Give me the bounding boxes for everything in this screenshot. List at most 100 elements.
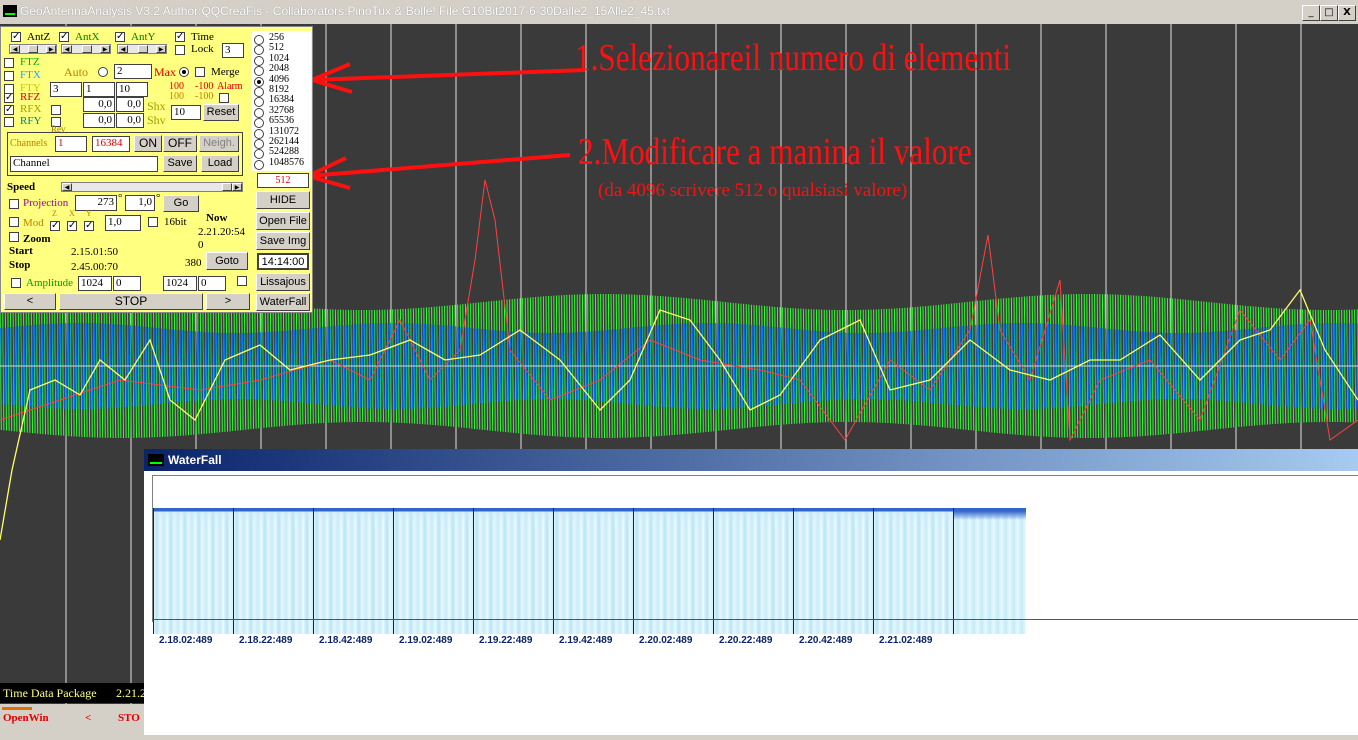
merge-checkbox[interactable] — [195, 67, 205, 77]
antz-checkbox[interactable]: ✓ — [11, 31, 21, 42]
rfz-label: RFZ — [20, 91, 41, 103]
lock-checkbox[interactable] — [175, 45, 185, 55]
rev-x-checkbox[interactable] — [51, 105, 61, 115]
save-channel-button[interactable]: Save — [163, 155, 197, 172]
16bit-checkbox[interactable] — [148, 217, 158, 227]
minimize-button[interactable]: _ — [1302, 5, 1320, 21]
amplitude-extra-checkbox[interactable] — [237, 276, 247, 286]
scale-input-3[interactable]: 10 — [116, 82, 148, 97]
zoom-checkbox[interactable] — [9, 232, 19, 242]
samples-radio-1024[interactable] — [254, 55, 264, 66]
mod-checkbox[interactable] — [9, 217, 19, 227]
shx-input-a[interactable]: 0,0 — [83, 97, 115, 112]
waterfall-time-label: 2.18.02:489 — [159, 635, 213, 646]
antx-scrollbar[interactable]: ◀ ▶ — [61, 44, 111, 54]
samples-radio-32768[interactable] — [254, 107, 264, 118]
stop-button[interactable]: STOP — [59, 293, 203, 310]
samples-option-1048576: 1048576 — [269, 156, 304, 168]
open-file-button[interactable]: Open File — [256, 212, 310, 230]
samples-radio-256[interactable] — [254, 35, 264, 45]
reset-button[interactable]: Reset — [203, 104, 239, 121]
channel-name-input[interactable]: Channel — [10, 156, 158, 172]
neigh-button[interactable]: Neigh. — [199, 135, 239, 152]
lock-input[interactable]: 3 — [222, 43, 244, 58]
bottom-stop[interactable]: STO — [118, 712, 140, 724]
openwin-label[interactable]: OpenWin — [3, 712, 49, 724]
bottom-prev[interactable]: < — [85, 712, 92, 724]
channels-off-button[interactable]: OFF — [163, 135, 197, 152]
antx-label: AntX — [75, 31, 100, 43]
annotation-step2-note: (da 4096 scrivere 512 o qualsiasi valore… — [598, 180, 908, 201]
ftx-label: FTX — [20, 69, 41, 81]
samples-radio-16384[interactable] — [254, 97, 264, 108]
lissajous-button[interactable]: Lissajous — [256, 273, 310, 291]
rfy-checkbox[interactable] — [4, 117, 14, 127]
samples-option-65536: 65536 — [269, 115, 294, 127]
mod-z-checkbox[interactable]: ✓ — [50, 220, 60, 231]
rfz-checkbox[interactable]: ✓ — [4, 92, 14, 103]
amplitude-checkbox[interactable] — [11, 278, 21, 288]
next-button[interactable]: > — [206, 293, 250, 310]
samples-radio-4096[interactable] — [254, 76, 264, 87]
projection-val-input[interactable]: 1,0 — [125, 195, 155, 211]
amplitude-input-d[interactable]: 0 — [198, 276, 226, 291]
projection-checkbox[interactable] — [9, 199, 19, 209]
waterfall-window[interactable]: WaterFall 2.18.02:489 2.18.22:489 2.18.42:… — [144, 449, 1358, 740]
samples-radio-1048576[interactable] — [254, 159, 264, 170]
anty-scrollbar[interactable]: ◀ ▶ — [117, 44, 167, 54]
goto-button[interactable]: Goto — [206, 252, 248, 270]
anty-checkbox[interactable]: ✓ — [115, 31, 125, 42]
time-checkbox[interactable]: ✓ — [175, 31, 185, 42]
samples-radio-131072[interactable] — [254, 128, 264, 139]
channels-on-button[interactable]: ON — [134, 135, 162, 152]
ftx-checkbox[interactable] — [4, 71, 14, 81]
samples-radio-262144[interactable] — [254, 139, 264, 149]
antz-scrollbar[interactable]: ◀ ▶ — [9, 44, 57, 54]
waterfall-button[interactable]: WaterFall — [256, 293, 310, 311]
samples-custom-input[interactable]: 512 — [257, 173, 309, 188]
amplitude-input-c[interactable]: 1024 — [163, 276, 197, 291]
mod-y-checkbox[interactable]: ✓ — [84, 220, 94, 231]
channel-to-input[interactable]: 16384 — [92, 136, 130, 152]
auto-radio[interactable] — [98, 67, 108, 77]
max-radio[interactable] — [179, 67, 189, 77]
ftz-checkbox[interactable] — [4, 58, 14, 68]
hide-button[interactable]: HIDE — [256, 191, 310, 209]
projection-go-button[interactable]: Go — [163, 195, 199, 212]
fty-label: FTY — [20, 82, 41, 94]
scale-input-1[interactable]: 3 — [50, 82, 82, 97]
load-channel-button[interactable]: Load — [201, 155, 239, 172]
maximize-button[interactable]: □ — [1320, 5, 1338, 21]
mod-x-checkbox[interactable]: ✓ — [67, 220, 77, 231]
auto-input[interactable]: 2 — [114, 64, 152, 79]
shv-input-a[interactable]: 0,0 — [83, 113, 115, 128]
window-title: GeoAntennaAnalysis V3.2 Author:QQCreaFis… — [20, 4, 670, 18]
channel-from-input[interactable]: 1 — [55, 136, 87, 152]
antz-label: AntZ — [27, 31, 51, 43]
amplitude-input-b[interactable]: 0 — [113, 276, 141, 291]
samples-radio-65536[interactable] — [254, 118, 264, 129]
shv-label: Shv — [147, 113, 166, 127]
mod-value-input[interactable]: 1,0 — [105, 215, 141, 231]
mod-z-label: Z — [52, 209, 57, 218]
alarm-checkbox[interactable] — [219, 93, 229, 103]
rev-y-checkbox[interactable] — [51, 117, 61, 127]
speed-slider[interactable]: ◀ ▶ — [61, 182, 243, 192]
samples-radio-2048[interactable] — [254, 66, 264, 77]
shv-input-b[interactable]: 0,0 — [116, 113, 144, 128]
waterfall-segment — [793, 508, 874, 634]
samples-radio-8192[interactable] — [254, 87, 264, 97]
rfx-checkbox[interactable]: ✓ — [4, 104, 14, 115]
close-button[interactable]: X — [1338, 5, 1356, 21]
projection-deg-input[interactable]: 273 — [75, 195, 117, 211]
reset-input[interactable]: 10 — [171, 105, 201, 120]
stop-value: 2.45.00:70 — [71, 261, 119, 273]
samples-radio-524288[interactable] — [254, 149, 264, 160]
scale-input-2[interactable]: 1 — [83, 82, 115, 97]
shx-input-b[interactable]: 0,0 — [116, 97, 144, 112]
samples-radio-512[interactable] — [254, 45, 264, 56]
antx-checkbox[interactable]: ✓ — [59, 31, 69, 42]
prev-button[interactable]: < — [4, 293, 56, 310]
save-img-button[interactable]: Save Img — [256, 232, 310, 250]
amplitude-input-a[interactable]: 1024 — [78, 276, 112, 291]
